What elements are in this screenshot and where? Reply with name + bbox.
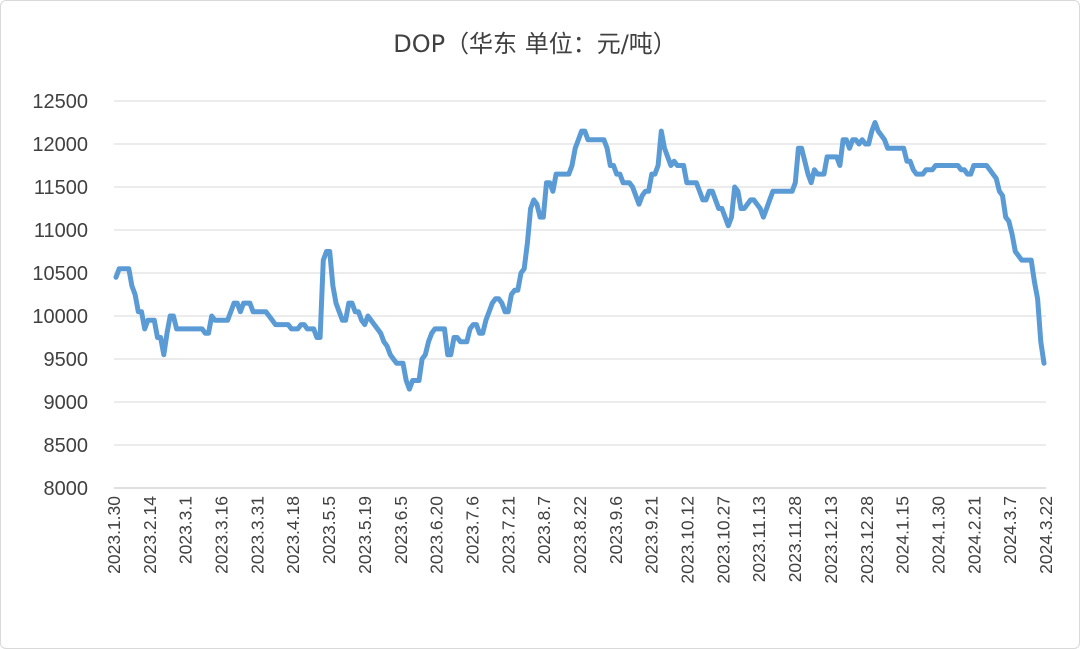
x-axis-tick-labels: 2023.1.30 2023.2.14 2023.3.1 2023.3.16 2023.… bbox=[104, 496, 1056, 584]
x-tick-label: 2023.3.16 bbox=[212, 496, 232, 574]
x-tick-label: 2023.5.19 bbox=[355, 496, 375, 574]
series-line-dop bbox=[113, 120, 1047, 392]
y-tick-label: 11500 bbox=[34, 177, 88, 199]
x-tick-label: 2023.7.6 bbox=[462, 496, 482, 564]
x-tick-label: 2023.3.1 bbox=[176, 496, 196, 564]
x-tick-label: 2023.6.20 bbox=[427, 496, 447, 574]
x-tick-label: 2023.1.30 bbox=[104, 496, 124, 574]
x-tick-label: 2023.9.6 bbox=[606, 496, 626, 564]
y-tick-label: 12000 bbox=[32, 134, 88, 156]
x-tick-label: 2024.3.22 bbox=[1036, 496, 1056, 574]
y-tick-label: 8000 bbox=[44, 478, 89, 500]
x-tick-label: 2024.1.30 bbox=[928, 496, 948, 574]
x-tick-label: 2023.9.21 bbox=[642, 496, 662, 574]
x-tick-label: 2023.11.13 bbox=[749, 496, 769, 582]
x-tick-label: 2024.3.7 bbox=[1000, 496, 1020, 564]
y-tick-label: 9000 bbox=[44, 392, 89, 414]
x-tick-label: 2024.1.15 bbox=[893, 496, 913, 574]
x-tick-label: 2023.10.12 bbox=[678, 496, 698, 584]
x-tick-label: 2023.6.5 bbox=[391, 496, 411, 564]
y-tick-label: 10500 bbox=[32, 263, 88, 285]
x-tick-label: 2023.8.22 bbox=[570, 496, 590, 574]
y-tick-label: 12500 bbox=[32, 91, 88, 113]
chart-title: DOP（华东 单位：元/吨） bbox=[393, 30, 677, 58]
x-tick-label: 2023.10.27 bbox=[713, 496, 733, 584]
x-tick-label: 2023.8.7 bbox=[534, 496, 554, 564]
x-tick-label: 2023.4.18 bbox=[283, 496, 303, 574]
x-tick-label: 2023.3.31 bbox=[247, 496, 267, 574]
y-axis-tick-labels: 8000 8500 9000 9500 10000 10500 11000 11500 1200… bbox=[32, 91, 88, 500]
x-tick-label: 2023.5.5 bbox=[319, 496, 339, 564]
y-tick-label: 8500 bbox=[44, 435, 89, 457]
x-tick-label: 2023.12.13 bbox=[821, 496, 841, 584]
y-tick-label: 11000 bbox=[34, 220, 88, 242]
x-tick-label: 2023.11.28 bbox=[785, 496, 805, 582]
x-tick-label: 2024.2.21 bbox=[964, 496, 984, 574]
x-tick-label: 2023.7.21 bbox=[498, 496, 518, 574]
gridlines bbox=[114, 100, 1046, 446]
x-tick-label: 2023.2.14 bbox=[140, 496, 160, 574]
x-tick-label: 2023.12.28 bbox=[857, 496, 877, 584]
y-tick-label: 9500 bbox=[44, 349, 89, 371]
y-tick-label: 10000 bbox=[32, 306, 88, 328]
